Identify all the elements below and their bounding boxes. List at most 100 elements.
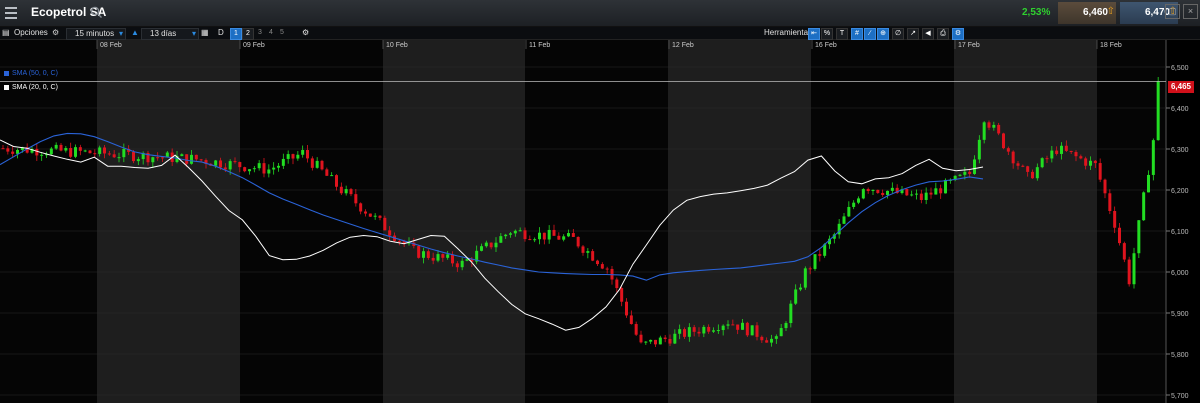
candle-body: [219, 160, 222, 168]
candle-body: [1011, 151, 1015, 164]
candle-body: [306, 150, 309, 159]
grid-tool-icon[interactable]: #: [851, 28, 863, 40]
candle-body: [1142, 192, 1146, 221]
candle-body: [600, 264, 604, 269]
percent-tool-icon[interactable]: %: [821, 28, 833, 40]
candle-body: [1069, 150, 1073, 153]
range-value: 13 días: [150, 29, 177, 38]
page-button-5[interactable]: 5: [280, 29, 284, 36]
gear-icon[interactable]: ⚙: [52, 28, 60, 37]
candle-body: [1026, 166, 1030, 172]
detach-icon[interactable]: ▢: [1165, 4, 1180, 19]
collapse-tool-icon[interactable]: ⇤: [808, 28, 820, 40]
candle-body: [310, 158, 314, 168]
annotate-tool-icon[interactable]: ◀: [922, 28, 934, 40]
candle-body: [905, 189, 909, 196]
candle-body: [557, 235, 561, 240]
candle-body: [552, 229, 556, 236]
candle-body: [248, 169, 251, 172]
candle-body: [315, 160, 319, 168]
price-change-badge: 2,53%: [1022, 7, 1051, 18]
candle-body: [1006, 148, 1010, 152]
menu-icon[interactable]: [5, 7, 17, 19]
candle-body: [847, 206, 851, 217]
candle-body: [915, 193, 918, 195]
print-icon[interactable]: ⎙: [937, 28, 949, 40]
candle-body: [88, 150, 92, 154]
y-tick-label: 6,100: [1171, 229, 1189, 236]
line-tool-icon[interactable]: ∕: [864, 28, 876, 40]
candle-body: [726, 324, 730, 326]
candle-body: [296, 154, 300, 159]
period-d-button[interactable]: D: [218, 28, 224, 37]
chart-icon[interactable]: ▤: [2, 28, 10, 37]
candle-body: [494, 242, 498, 248]
settings-icon[interactable]: ⚙: [302, 28, 310, 37]
candle-body: [441, 254, 445, 258]
candle-body: [702, 326, 706, 334]
legend-sma-50[interactable]: SMA (50, 0, C): [4, 70, 58, 77]
close-icon[interactable]: ×: [1183, 4, 1198, 19]
candle-body: [596, 260, 599, 265]
sell-price-button[interactable]: 6,460 ⇧: [1058, 2, 1116, 24]
candle-body: [924, 192, 928, 200]
candle-body: [194, 154, 198, 160]
candle-body: [252, 168, 256, 170]
page-button-2[interactable]: 2: [242, 28, 254, 40]
lock-icon[interactable]: ▲: [131, 28, 139, 37]
candle-body: [808, 268, 812, 270]
interval-select[interactable]: 15 minutos ▾: [66, 28, 126, 40]
candle-body: [890, 187, 894, 191]
legend-sma-20[interactable]: SMA (20, 0, C): [4, 84, 58, 91]
chevron-down-icon: ▾: [118, 29, 123, 38]
candle-body: [567, 233, 570, 237]
candle-body: [267, 169, 271, 174]
chart-toolbar: ▤ Opciones ⚙ 15 minutos ▾ ▲ 13 días ▾ ▦ …: [0, 27, 1200, 40]
y-tick-label: 6,400: [1171, 106, 1189, 113]
day-band: [383, 40, 526, 403]
y-tick-label: 5,900: [1171, 311, 1189, 318]
search-icon[interactable]: [90, 6, 103, 19]
candle-body: [895, 187, 899, 194]
zoom-tool-icon[interactable]: ⊕: [877, 28, 889, 40]
candle-body: [243, 167, 247, 172]
candle-body: [765, 340, 769, 343]
candle-body: [190, 154, 193, 164]
candle-body: [83, 150, 87, 152]
fibonacci-tool-icon[interactable]: ∅: [892, 28, 904, 40]
candle-body: [455, 263, 459, 268]
price-chart[interactable]: 6,500 6,400 6,300 6,200 6,100 6,000 5,900 5,800…: [0, 40, 1200, 403]
indicator-tool-icon[interactable]: ⚙: [952, 28, 964, 40]
chevron-down-icon: ▾: [191, 29, 196, 38]
candle-body: [586, 251, 590, 253]
y-tick-label: 5,700: [1171, 393, 1189, 400]
candle-body: [383, 217, 387, 231]
candle-body: [1045, 158, 1049, 160]
buy-price-button[interactable]: 6,470 ⇧: [1120, 2, 1178, 24]
candle-body: [658, 337, 662, 345]
candle-body: [175, 156, 179, 162]
candle-body: [663, 337, 667, 340]
candle-body: [470, 259, 474, 262]
candle-body: [364, 211, 367, 214]
candle-body: [900, 189, 904, 194]
candle-body: [620, 288, 624, 302]
page-button-4[interactable]: 4: [269, 29, 273, 36]
page-button-3[interactable]: 3: [258, 29, 262, 36]
candle-body: [465, 259, 469, 261]
options-label[interactable]: Opciones: [14, 28, 48, 37]
candle-body: [1031, 171, 1034, 179]
page-button-1[interactable]: 1: [230, 28, 242, 40]
candle-body: [407, 242, 411, 244]
calendar-icon[interactable]: ▦: [201, 28, 209, 37]
sma-20-line: [0, 139, 984, 331]
candle-body: [257, 163, 261, 169]
range-select[interactable]: 13 días ▾: [141, 28, 199, 40]
tools-label: Herramientas: [764, 28, 813, 37]
trend-tool-icon[interactable]: ↗: [907, 28, 919, 40]
candle-body: [378, 215, 382, 218]
text-tool-icon[interactable]: T: [836, 28, 848, 40]
legend-swatch-white: [4, 84, 9, 90]
candle-body: [1132, 253, 1136, 285]
candle-body: [673, 333, 677, 344]
